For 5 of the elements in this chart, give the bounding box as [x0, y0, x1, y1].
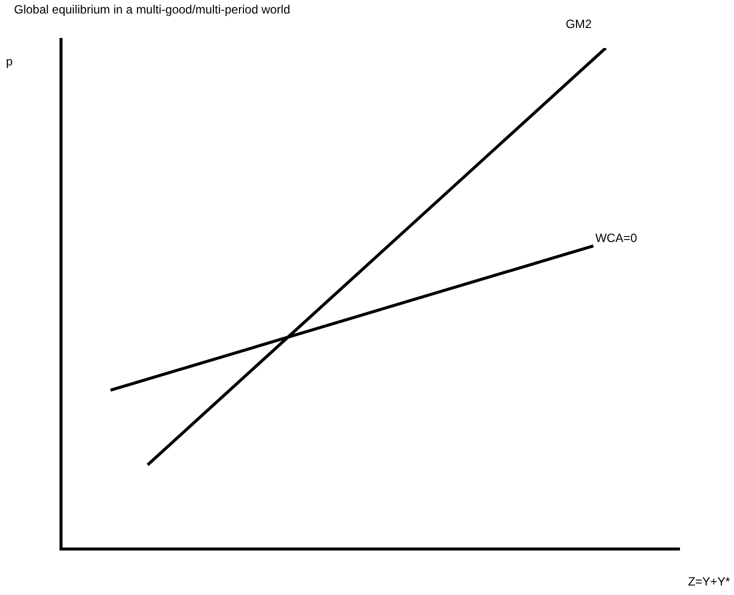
chart-title: Global equilibrium in a multi-good/multi-period world — [14, 2, 290, 16]
series-label: GM2 — [566, 17, 592, 31]
y-axis-title: p — [6, 54, 13, 68]
x-axis-title: Z=Y+Y* — [688, 574, 730, 588]
series-label: WCA=0 — [595, 230, 638, 245]
